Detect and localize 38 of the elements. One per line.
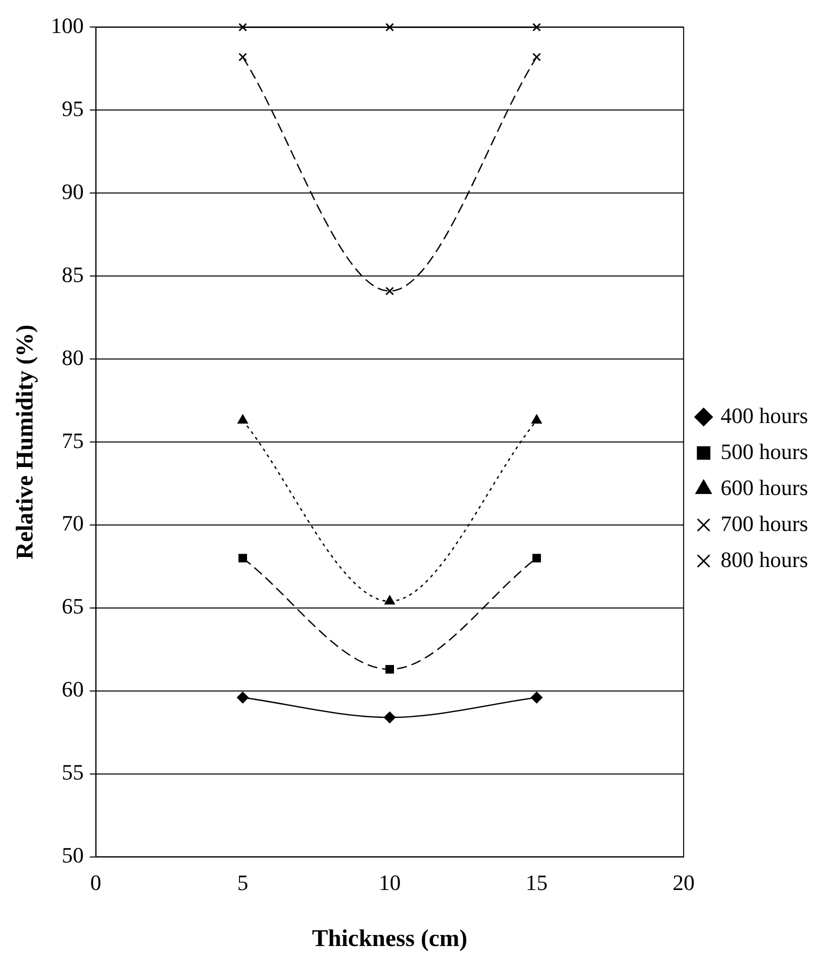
y-tick-label: 100 bbox=[50, 12, 84, 38]
legend-label: 800 hours bbox=[720, 546, 808, 572]
x-tick-label: 0 bbox=[90, 870, 102, 895]
y-tick-label: 50 bbox=[62, 842, 84, 868]
y-tick-label: 60 bbox=[62, 676, 84, 702]
legend-label: 600 hours bbox=[720, 474, 808, 500]
point bbox=[532, 52, 541, 62]
x-tick-label: 10 bbox=[378, 870, 401, 895]
y-axis-title: Relative Humidity (%) bbox=[12, 324, 39, 560]
point bbox=[385, 286, 394, 296]
legend-label: 400 hours bbox=[720, 402, 808, 428]
point bbox=[238, 52, 248, 62]
point bbox=[238, 22, 248, 32]
y-tick-label: 75 bbox=[62, 428, 84, 453]
y-tick-label: 70 bbox=[62, 510, 84, 536]
y-tick-label: 55 bbox=[62, 760, 84, 785]
legend-label: 700 hours bbox=[720, 510, 808, 536]
x-tick-label: 20 bbox=[672, 870, 695, 895]
point bbox=[238, 554, 248, 562]
y-tick-label: 65 bbox=[62, 594, 84, 619]
y-tick-label: 80 bbox=[62, 344, 84, 370]
point bbox=[384, 596, 395, 605]
point bbox=[237, 692, 249, 704]
legend-label: 500 hours bbox=[720, 438, 808, 464]
point bbox=[385, 665, 394, 674]
x-tick-label: 15 bbox=[526, 870, 548, 895]
x-tick-label: 5 bbox=[237, 870, 248, 895]
y-tick-label: 90 bbox=[62, 178, 84, 204]
point bbox=[530, 692, 542, 704]
point bbox=[532, 22, 541, 32]
x-axis-title: Thickness (cm) bbox=[312, 926, 468, 952]
point bbox=[532, 554, 541, 562]
y-tick-label: 85 bbox=[62, 262, 84, 287]
point bbox=[238, 414, 248, 424]
y-tick-label: 95 bbox=[62, 96, 84, 121]
point bbox=[532, 414, 542, 424]
point bbox=[385, 22, 394, 32]
point bbox=[384, 712, 396, 724]
